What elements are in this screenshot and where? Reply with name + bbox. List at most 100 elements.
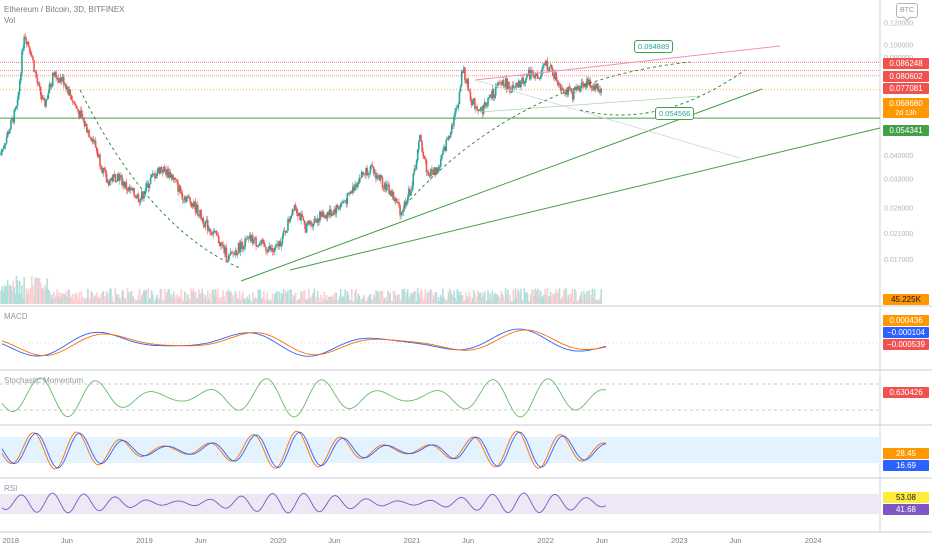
volume-bar-78 (86, 298, 88, 304)
volume-bar-430 (472, 290, 475, 304)
candle-body-479 (526, 74, 529, 77)
candle-body-363 (399, 205, 401, 216)
volume-bar-314 (345, 295, 348, 304)
currency-badge[interactable]: BTC (896, 3, 918, 18)
volume-bar-391 (430, 289, 432, 304)
candle-body-165 (181, 193, 184, 200)
volume-bar-110 (121, 291, 123, 304)
candle-body-168 (184, 196, 187, 202)
candle-body-477 (524, 79, 527, 84)
volume-bar-298 (327, 296, 330, 304)
volume-bar-77 (84, 298, 87, 304)
volume-bar-305 (335, 292, 338, 304)
candle-body-124 (136, 194, 139, 198)
candle-body-292 (321, 211, 323, 217)
volume-bar-244 (268, 301, 271, 304)
volume-bar-300 (330, 296, 332, 304)
candle-body-256 (281, 236, 284, 244)
candle-body-45 (49, 83, 52, 88)
candle-body-102 (112, 174, 114, 182)
annotation-upper[interactable]: 0.094889 (634, 40, 674, 53)
candle-body-259 (284, 230, 287, 233)
volume-bar-197 (216, 288, 219, 304)
volume-bar-117 (128, 297, 131, 304)
volume-bar-413 (454, 297, 456, 304)
volume-bar-438 (481, 292, 484, 304)
candle-body-136 (149, 177, 152, 185)
volume-bar-334 (367, 297, 370, 304)
rsi-label[interactable]: RSI (4, 484, 18, 493)
volume-bar-246 (270, 300, 273, 304)
volume-bar-425 (467, 295, 470, 304)
annotation-lower[interactable]: 0.054566 (655, 107, 695, 120)
volume-bar-348 (382, 297, 385, 304)
symbol-title[interactable]: Ethereum / Bitcoin, 3D, BITFINEX (4, 5, 125, 14)
volume-bar-184 (202, 293, 205, 304)
candle-body-56 (61, 76, 64, 82)
volume-bar-150 (165, 296, 167, 304)
stoch-label[interactable]: Stochastic Momentum (4, 376, 84, 385)
candle-body-72 (79, 110, 82, 118)
candle-body-214 (235, 250, 238, 256)
volume-bar-127 (139, 299, 142, 304)
candle-body-357 (392, 191, 395, 200)
candle-body-396 (435, 167, 438, 175)
volume-label[interactable]: Vol (4, 16, 16, 25)
candle-body-406 (446, 139, 449, 141)
candle-body-233 (256, 245, 258, 247)
stoch-line (1, 377, 607, 418)
candle-body-82 (90, 138, 93, 141)
countdown-tag: 2d 13h (883, 109, 929, 118)
volume-bar-303 (333, 299, 335, 304)
candle-body-28 (31, 54, 33, 57)
volume-bar-123 (135, 300, 138, 304)
volume-bar-291 (320, 294, 322, 304)
volume-bar-116 (127, 292, 130, 304)
volume-bar-121 (133, 298, 135, 304)
candle-body-78 (86, 124, 88, 133)
candle-body-119 (131, 188, 133, 191)
volume-bar-266 (292, 294, 295, 304)
volume-bar-292 (321, 301, 323, 304)
volume-bar-441 (485, 301, 487, 304)
candle-body-188 (206, 219, 209, 231)
candle-body-219 (240, 241, 243, 245)
volume-bar-238 (261, 297, 264, 304)
candle-body-276 (303, 220, 306, 225)
volume-bar-385 (423, 297, 426, 304)
candle-body-64 (70, 95, 73, 101)
candle-body-308 (338, 206, 341, 209)
candle-body-366 (402, 208, 405, 212)
candle-body-80 (88, 130, 90, 137)
macd-label[interactable]: MACD (4, 312, 28, 321)
volume-bar-257 (282, 288, 285, 304)
candle-body-268 (294, 205, 297, 209)
time-axis-label-1: Jun (61, 536, 73, 545)
candle-body-326 (358, 177, 361, 183)
time-axis-label-10: 2023 (671, 536, 688, 545)
candle-body-304 (334, 209, 337, 214)
volume-bar-371 (408, 298, 410, 304)
volume-bar-26 (28, 293, 31, 304)
volume-bar-523 (575, 292, 577, 304)
volume-bar-288 (316, 290, 319, 304)
candle-body-280 (308, 220, 310, 225)
volume-bar-250 (275, 293, 277, 304)
volume-bar-83 (91, 292, 94, 304)
candle-body-381 (419, 135, 421, 142)
volume-bar-383 (421, 291, 423, 304)
volume-bar-268 (294, 292, 297, 304)
volume-bar-187 (205, 301, 208, 304)
candle-body-57 (62, 76, 65, 85)
candle-body-241 (265, 247, 267, 251)
trendline-main (240, 88, 763, 282)
candle-body-341 (375, 172, 377, 179)
candle-body-14 (15, 106, 18, 109)
volume-bar-321 (353, 301, 355, 304)
candle-body-461 (507, 81, 509, 90)
volume-bar-295 (324, 299, 327, 304)
volume-bar-501 (550, 296, 553, 304)
candle-body-496 (545, 60, 548, 66)
